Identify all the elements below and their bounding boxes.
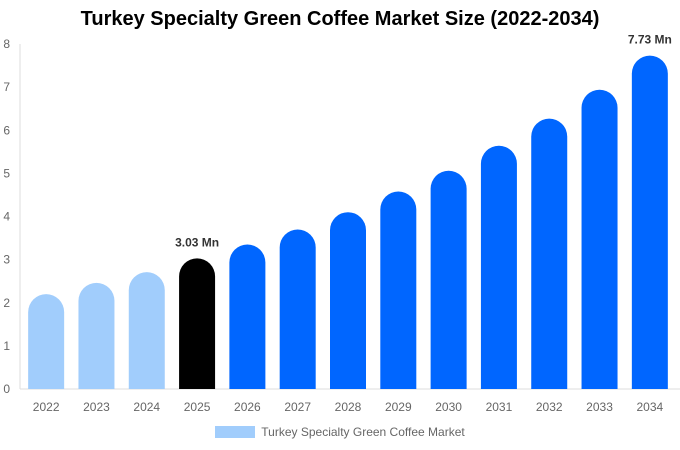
x-tick-label: 2031 <box>486 400 513 414</box>
bar-2026 <box>229 244 266 389</box>
legend: Turkey Specialty Green Coffee Market <box>0 425 680 439</box>
x-tick-label: 2023 <box>83 400 110 414</box>
y-tick-label: 0 <box>3 382 10 396</box>
y-tick-label: 2 <box>3 296 10 310</box>
bar-2022 <box>28 294 65 389</box>
y-tick-label: 6 <box>3 123 10 137</box>
bar-2028 <box>330 212 366 389</box>
bar-2025 <box>179 258 216 389</box>
bar-2024 <box>128 272 165 389</box>
bar-2029 <box>380 191 417 389</box>
x-tick-label: 2026 <box>234 400 261 414</box>
x-tick-label: 2030 <box>435 400 462 414</box>
y-tick-label: 3 <box>3 253 10 267</box>
bar-2027 <box>279 229 316 389</box>
data-label-2025: 3.03 Mn <box>175 235 219 249</box>
bar-2033 <box>581 89 618 390</box>
legend-label: Turkey Specialty Green Coffee Market <box>261 425 465 439</box>
x-tick-label: 2024 <box>133 400 160 414</box>
x-tick-label: 2028 <box>335 400 362 414</box>
data-label-2034: 7.73 Mn <box>628 33 672 47</box>
x-tick-label: 2025 <box>184 400 211 414</box>
x-tick-label: 2034 <box>636 400 663 414</box>
x-tick-label: 2027 <box>284 400 311 414</box>
y-tick-label: 5 <box>3 166 10 180</box>
x-tick-label: 2022 <box>33 400 60 414</box>
y-tick-label: 4 <box>3 210 10 224</box>
bar-2032 <box>531 118 568 389</box>
bar-2023 <box>78 282 115 389</box>
x-tick-label: 2029 <box>385 400 412 414</box>
y-tick-label: 1 <box>3 339 10 353</box>
legend-swatch <box>215 426 256 438</box>
chart-title: Turkey Specialty Green Coffee Market Siz… <box>80 8 600 30</box>
x-tick-label: 2032 <box>536 400 563 414</box>
y-tick-label: 7 <box>3 80 10 94</box>
y-tick-label: 8 <box>3 37 10 51</box>
bar-2031 <box>480 145 517 389</box>
bar-2034 <box>631 55 668 390</box>
bar-2030 <box>430 170 467 389</box>
x-tick-label: 2033 <box>586 400 613 414</box>
